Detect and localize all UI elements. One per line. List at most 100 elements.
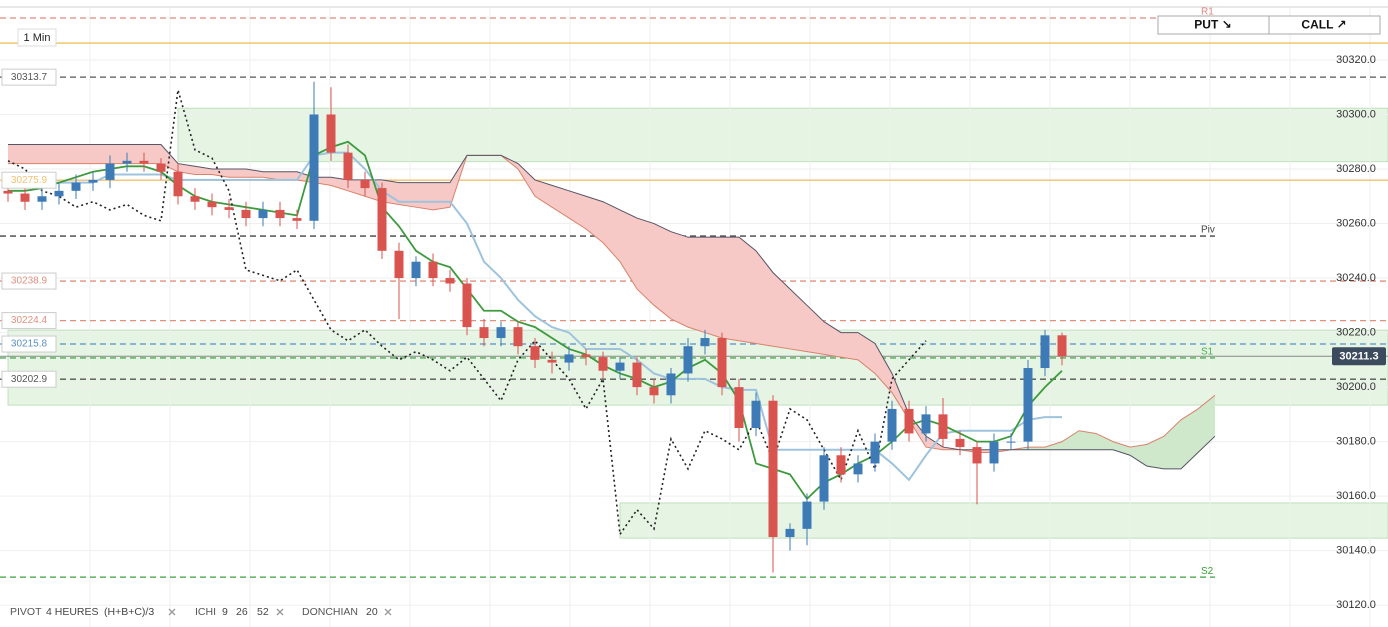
candle-body — [989, 441, 999, 464]
cloud-segment — [331, 177, 348, 191]
candle-body — [836, 455, 846, 475]
cloud-segment — [671, 231, 688, 328]
level-tag-bg — [1, 370, 57, 388]
cloud-segment — [790, 288, 807, 352]
y-tick-label: 30240.0 — [1336, 272, 1376, 284]
y-tick-label: 30180.0 — [1336, 436, 1376, 448]
candle-body — [768, 400, 778, 538]
cloud-segment — [144, 144, 161, 164]
candle-body — [1023, 368, 1033, 442]
cloud-segment — [569, 190, 586, 229]
cloud-segment — [416, 182, 433, 210]
indicator-param[interactable]: 52 — [257, 606, 269, 618]
candle-body — [1040, 335, 1050, 369]
cloud-segment — [586, 196, 603, 243]
level-tag-bg — [1, 171, 57, 189]
y-tick-label: 30220.0 — [1336, 326, 1376, 338]
cloud-segment — [637, 218, 654, 306]
candle-body — [105, 163, 115, 180]
candle-body — [377, 188, 387, 251]
candle-body — [802, 501, 812, 529]
level-tag-bg — [1, 68, 57, 86]
candle-body — [683, 346, 693, 374]
zone — [7, 329, 1388, 406]
candle-body — [666, 373, 676, 396]
candle-body — [547, 359, 557, 363]
put-label[interactable]: PUT ↘ — [1194, 18, 1231, 32]
y-tick-label: 30260.0 — [1336, 217, 1376, 229]
y-tick-label: 30140.0 — [1336, 545, 1376, 557]
cloud-segment — [127, 144, 144, 164]
candle-body — [819, 455, 829, 502]
y-tick-label: 30300.0 — [1336, 108, 1376, 120]
candles — [3, 81, 1067, 573]
candle-body — [717, 338, 727, 388]
cloud-segment — [1181, 408, 1198, 469]
indicator-param[interactable]: 20 — [366, 606, 378, 618]
candle-body — [887, 408, 897, 442]
candle-body — [513, 327, 523, 347]
indicator-name[interactable]: PIVOT — [10, 606, 42, 618]
cloud-segment — [59, 144, 76, 164]
candle-body — [258, 209, 268, 219]
indicator-param[interactable]: 4 HEURES — [46, 606, 99, 618]
span-a-line — [8, 154, 1216, 454]
cloud-segment — [280, 171, 297, 180]
candle-body — [581, 354, 591, 358]
cloud-segment — [688, 237, 705, 333]
candle-body — [20, 193, 30, 202]
timeframe: 1 Min — [24, 32, 51, 44]
candle-body — [649, 387, 659, 396]
candle-body — [88, 179, 98, 183]
candle-body — [122, 160, 132, 164]
indicator-param[interactable]: 26 — [236, 606, 248, 618]
cloud-segment — [892, 373, 909, 420]
cloud-segment — [1130, 444, 1147, 467]
cloud-segment — [93, 144, 110, 164]
level-tag: 30224.4 — [11, 315, 48, 326]
candle-body — [428, 261, 438, 279]
candle-body — [71, 182, 81, 191]
cloud-segment — [178, 163, 195, 175]
zones — [7, 107, 1388, 539]
cloud-segment — [756, 250, 773, 347]
call-button[interactable] — [1268, 15, 1381, 35]
cloud-segment — [518, 163, 535, 197]
indicator-param[interactable]: (H+B+C)/3 — [104, 606, 154, 618]
indicator-bar: PIVOT 4 HEURES (H+B+C)/3 ICHI 9 26 52 DONCHIAN 2… — [10, 606, 392, 618]
candle-body — [156, 163, 166, 172]
indicator-remove[interactable] — [384, 608, 392, 616]
level-tag: 30215.8 — [11, 339, 48, 350]
zone — [619, 502, 1388, 539]
candle-body — [1006, 441, 1016, 443]
candle-body — [3, 190, 13, 194]
candle-body — [496, 327, 506, 339]
candle-body — [360, 179, 370, 189]
candle-body — [207, 201, 217, 208]
ichimoku-cloud — [8, 143, 1216, 470]
candle-body — [785, 528, 795, 538]
candle-body — [955, 438, 965, 448]
level-tag: 30313.7 — [11, 72, 48, 83]
call-label[interactable]: CALL ↗ — [1301, 18, 1346, 32]
indicator-remove[interactable] — [276, 608, 284, 616]
candle-body — [445, 278, 455, 284]
indicator-name[interactable]: ICHI — [195, 606, 216, 618]
cloud-segment — [212, 169, 229, 178]
y-tick-label: 30280.0 — [1336, 163, 1376, 175]
cloud-segment — [8, 144, 25, 164]
level-label: R1 — [1201, 7, 1214, 18]
y-tick-label: 30160.0 — [1336, 490, 1376, 502]
candle-body — [54, 190, 64, 197]
indicator-param[interactable]: 9 — [222, 606, 228, 618]
timeframe-bg — [17, 28, 57, 47]
y-tick-label: 30120.0 — [1336, 599, 1376, 611]
candle-body — [462, 283, 472, 328]
indicator-remove[interactable] — [168, 608, 176, 616]
candle-body — [326, 114, 336, 153]
cloud-segment — [807, 305, 824, 355]
indicator-name[interactable]: DONCHIAN — [302, 606, 358, 618]
labels: 30120.0 30140.0 30160.0 30180.0 30200.0 30220… — [1, 7, 1386, 611]
timeframe-box: 1 Min — [17, 28, 57, 47]
